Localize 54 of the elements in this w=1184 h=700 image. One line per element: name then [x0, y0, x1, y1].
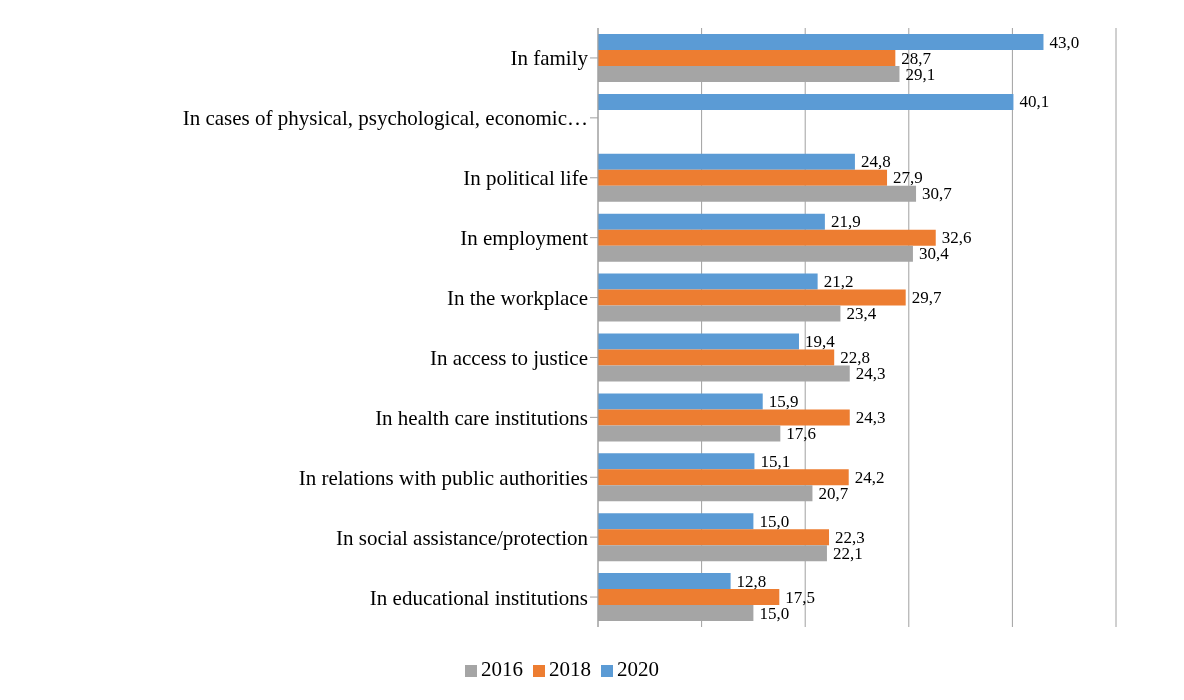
bar [598, 469, 849, 486]
bar [598, 93, 1014, 110]
data-label: 15,9 [768, 391, 799, 411]
data-label: 24,3 [855, 364, 886, 383]
data-label: 24,2 [854, 467, 885, 487]
bar [598, 169, 888, 186]
data-label: 24,8 [860, 152, 891, 172]
y-tick-label: In family [510, 46, 589, 71]
data-label: 24,3 [855, 407, 886, 427]
data-label: 15,1 [760, 451, 791, 471]
data-label: 17,6 [786, 423, 817, 443]
y-tick-label: In the workplace [446, 286, 588, 310]
bar [598, 589, 780, 606]
data-label: 12,8 [736, 571, 767, 591]
data-label: 22,8 [840, 348, 870, 367]
bar [598, 213, 825, 230]
bar [598, 393, 763, 410]
legend-label: 2016 [481, 657, 523, 681]
data-label: 40,1 [1019, 92, 1050, 112]
bar [598, 529, 830, 546]
bar [598, 273, 818, 290]
data-label: 28,7 [901, 48, 932, 68]
data-label: 27,9 [893, 168, 923, 188]
bar [598, 513, 754, 530]
bar [598, 289, 906, 306]
data-label: 21,9 [830, 212, 861, 232]
bar [598, 50, 896, 66]
legend-label: 2020 [617, 657, 659, 681]
data-label: 30,7 [922, 184, 953, 204]
bar [598, 333, 799, 350]
y-tick-label: In access to justice [429, 345, 588, 370]
data-label: 15,0 [759, 511, 790, 531]
bar [598, 34, 1044, 50]
y-tick-label: In cases of physical, psychological, economic… [182, 106, 588, 131]
y-tick-label: In relations with public authorities [298, 465, 588, 490]
bar [598, 153, 855, 170]
legend-label: 2018 [549, 657, 591, 681]
bar [598, 349, 835, 366]
y-tick-label: In health care institutions [375, 405, 588, 430]
bar [598, 573, 731, 590]
y-tick-label: In political life [463, 166, 588, 191]
data-label: 19,4 [804, 332, 836, 351]
data-label: 43,0 [1049, 32, 1080, 52]
data-label: 22,3 [835, 527, 865, 547]
bar [598, 229, 936, 246]
data-label: 23,4 [846, 304, 877, 324]
data-label: 20,7 [818, 483, 849, 503]
y-tick-label: In educational institutions [369, 585, 588, 610]
y-tick-label: In social assistance/protection [336, 525, 589, 550]
bar [598, 453, 755, 470]
data-label: 29,7 [911, 288, 942, 308]
y-tick-label: In employment [460, 226, 589, 251]
data-label: 21,2 [823, 272, 854, 292]
bar [598, 409, 850, 426]
